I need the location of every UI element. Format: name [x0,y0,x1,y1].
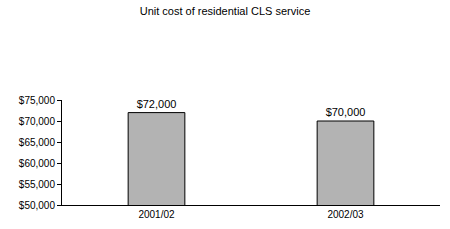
svg-text:$65,000: $65,000 [19,137,56,148]
svg-text:$60,000: $60,000 [19,158,56,169]
svg-text:$75,000: $75,000 [19,95,56,106]
svg-text:Unit cost of residential CLS s: Unit cost of residential CLS service [140,5,311,17]
svg-text:2002/03: 2002/03 [327,209,364,220]
svg-text:$50,000: $50,000 [19,200,56,211]
svg-text:$72,000: $72,000 [137,98,177,110]
svg-text:2001/02: 2001/02 [138,209,175,220]
svg-text:$55,000: $55,000 [19,179,56,190]
svg-text:$70,000: $70,000 [326,106,366,118]
svg-text:$70,000: $70,000 [19,116,56,127]
